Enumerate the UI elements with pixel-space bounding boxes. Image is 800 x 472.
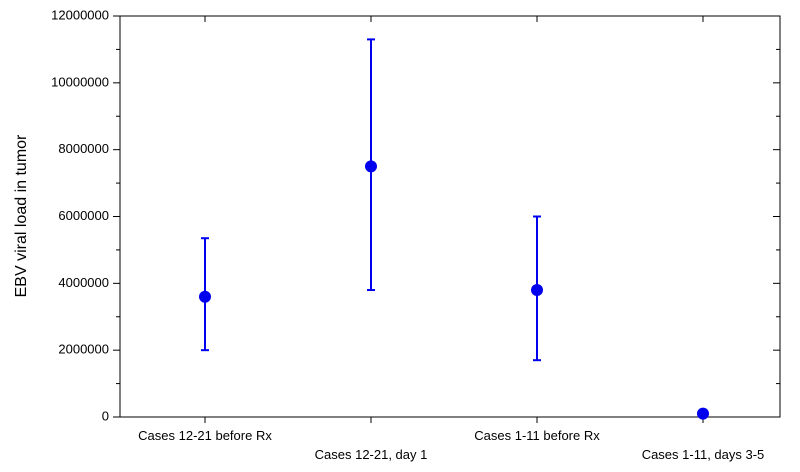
data-point [697, 407, 709, 420]
y-tick-label: 12000000 [51, 7, 109, 22]
x-axis: Cases 12-21 before Rx Cases 12-21, day 1 C… [138, 16, 764, 462]
x-category-label: Cases 12-21, day 1 [315, 447, 428, 462]
x-category-label: Cases 12-21 before Rx [138, 428, 272, 443]
x-category-label: Cases 1-11, days 3-5 [642, 447, 765, 462]
y-tick-label: 6000000 [58, 208, 109, 223]
y-tick-label: 2000000 [58, 342, 109, 357]
y-axis: 0 2000000 4000000 6000000 8000000 10000000 120… [51, 7, 780, 423]
data-point [199, 290, 211, 303]
plot-area [119, 15, 781, 418]
data-point [365, 160, 377, 173]
x-category-label: Cases 1-11 before Rx [474, 428, 600, 443]
y-tick-label: 10000000 [51, 74, 109, 89]
y-axis-label: EBV viral load in tumor [13, 134, 30, 297]
data-point [531, 284, 543, 297]
data-series [199, 38, 709, 420]
y-tick-label: 4000000 [58, 275, 109, 290]
y-tick-label: 0 [102, 408, 109, 423]
y-tick-label: 8000000 [58, 141, 109, 156]
